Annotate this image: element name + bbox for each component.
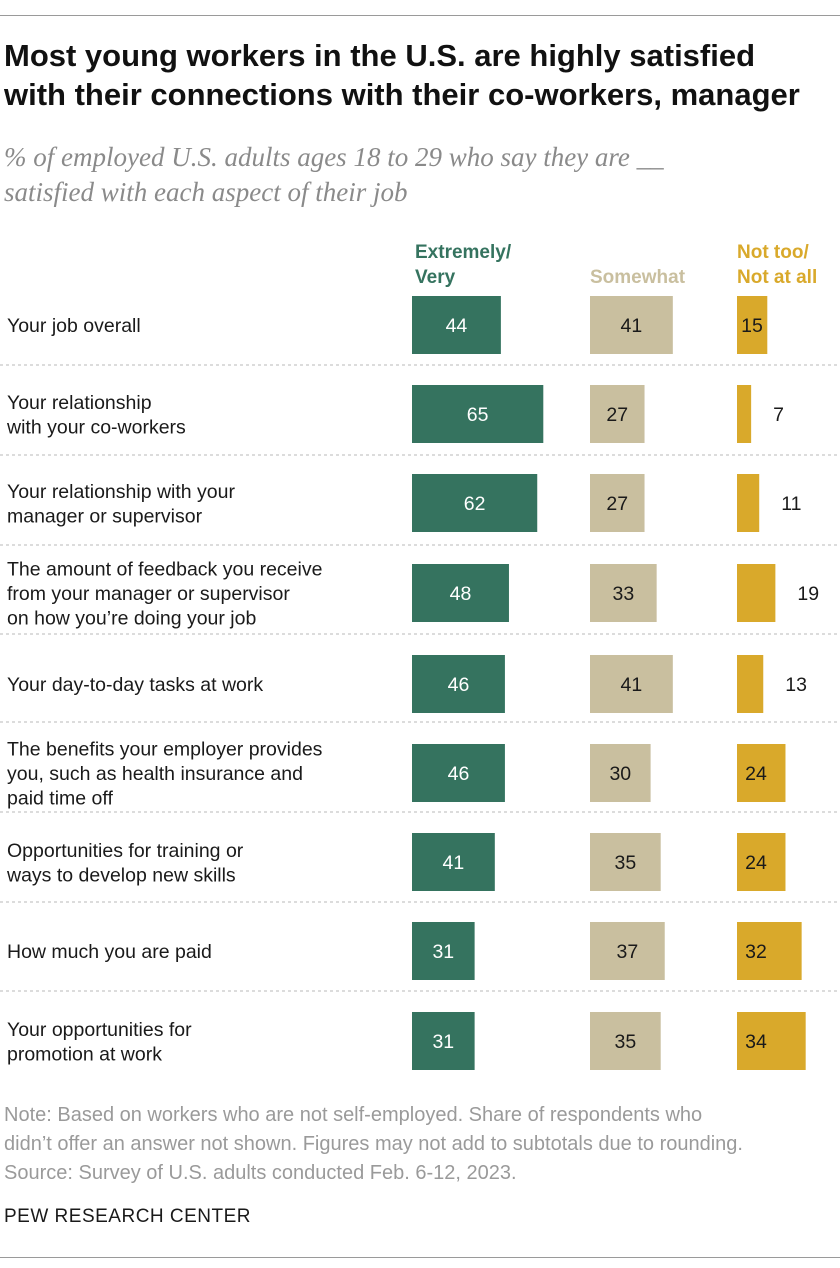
chart-note: Note: Based on workers who are not self-… [4, 1104, 743, 1155]
data-label-extremely-very: 31 [432, 941, 454, 963]
bar-not-too-not-at-all [737, 296, 768, 354]
bar-extremely-very [412, 922, 475, 980]
bar-somewhat [590, 564, 657, 622]
data-label-somewhat: 35 [614, 852, 636, 874]
bar-extremely-very [412, 655, 505, 713]
bar-extremely-very [412, 744, 505, 802]
bar-not-too-not-at-all [737, 744, 786, 802]
data-label-not-too-not-at-all: 13 [785, 674, 807, 696]
top-rule [0, 15, 840, 16]
data-label-extremely-very: 41 [443, 852, 465, 874]
bar-extremely-very [412, 1012, 475, 1070]
data-label-extremely-very: 65 [467, 404, 489, 426]
category-label: Your job overall [7, 315, 141, 337]
category-label: Your relationship with your manager or su… [7, 481, 235, 528]
category-label: Your day-to-day tasks at work [7, 674, 263, 696]
data-label-not-too-not-at-all: 24 [745, 852, 767, 874]
category-label: Opportunities for training or ways to dev… [6, 840, 244, 887]
data-label-not-too-not-at-all: 7 [773, 404, 784, 426]
data-label-somewhat: 41 [621, 315, 643, 337]
bar-extremely-very [412, 474, 538, 532]
data-label-not-too-not-at-all: 24 [745, 763, 767, 785]
bar-not-too-not-at-all [737, 922, 802, 980]
bar-extremely-very [412, 564, 509, 622]
bar-extremely-very [412, 833, 495, 891]
bar-somewhat [590, 922, 665, 980]
data-label-somewhat: 30 [609, 763, 631, 785]
category-label: Your opportunities for promotion at work [7, 1019, 192, 1066]
category-label: Your relationship with your co-workers [6, 392, 186, 439]
data-label-somewhat: 41 [621, 674, 643, 696]
data-label-extremely-very: 44 [446, 315, 468, 337]
bottom-rule [0, 1257, 840, 1258]
data-label-somewhat: 37 [617, 941, 639, 963]
bar-not-too-not-at-all [737, 833, 786, 891]
data-label-somewhat: 33 [612, 583, 634, 605]
bar-somewhat [590, 833, 661, 891]
chart-subtitle: % of employed U.S. adults ages 18 to 29 … [4, 142, 664, 207]
data-label-somewhat: 27 [606, 404, 628, 426]
data-label-extremely-very: 31 [432, 1031, 454, 1053]
category-label: The benefits your employer provides you, … [7, 739, 323, 810]
bar-not-too-not-at-all [737, 655, 764, 713]
data-label-not-too-not-at-all: 15 [741, 315, 763, 337]
bar-not-too-not-at-all [737, 385, 752, 443]
bar-somewhat [590, 1012, 661, 1070]
category-label: The amount of feedback you receive from y… [7, 559, 322, 630]
data-label-somewhat: 27 [606, 493, 628, 515]
organization-credit: PEW RESEARCH CENTER [4, 1206, 252, 1227]
data-label-not-too-not-at-all: 32 [745, 941, 767, 963]
bar-somewhat [590, 474, 645, 532]
bar-not-too-not-at-all [737, 1012, 806, 1070]
data-label-not-too-not-at-all: 19 [797, 583, 819, 605]
chart-source: Source: Survey of U.S. adults conducted … [4, 1162, 517, 1184]
data-label-somewhat: 35 [614, 1031, 636, 1053]
legend-somewhat: Somewhat [590, 267, 686, 288]
chart-title: Most young workers in the U.S. are highl… [4, 38, 800, 112]
legend-not-too-not-at-all: Not too/Not at all [737, 242, 817, 288]
data-label-not-too-not-at-all: 34 [745, 1031, 767, 1053]
bar-not-too-not-at-all [737, 564, 776, 622]
data-label-extremely-very: 46 [448, 763, 470, 785]
bar-somewhat [590, 744, 651, 802]
legend-extremely-very: Extremely/Very [415, 242, 512, 288]
data-label-extremely-very: 62 [464, 493, 486, 515]
data-label-extremely-very: 46 [448, 674, 470, 696]
bar-extremely-very [412, 296, 501, 354]
bar-not-too-not-at-all [737, 474, 760, 532]
bar-somewhat [590, 655, 673, 713]
bar-extremely-very [412, 385, 544, 443]
category-label: How much you are paid [7, 941, 212, 963]
data-label-extremely-very: 48 [450, 583, 472, 605]
bar-somewhat [590, 385, 645, 443]
data-label-not-too-not-at-all: 11 [781, 493, 801, 515]
bar-somewhat [590, 296, 673, 354]
